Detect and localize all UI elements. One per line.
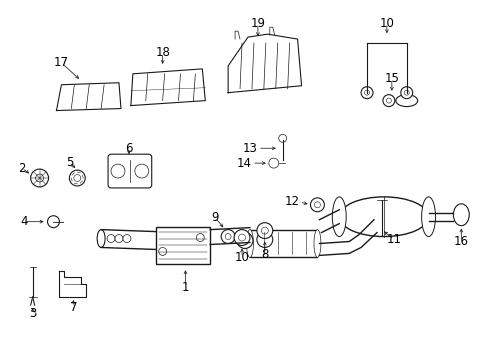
Circle shape <box>364 90 369 95</box>
Text: 3: 3 <box>29 307 36 320</box>
Circle shape <box>31 169 48 187</box>
Ellipse shape <box>332 197 346 237</box>
Text: 17: 17 <box>54 57 69 69</box>
Circle shape <box>268 158 278 168</box>
Text: 15: 15 <box>384 72 399 85</box>
Text: 10: 10 <box>234 251 249 264</box>
Circle shape <box>107 235 115 243</box>
Ellipse shape <box>246 230 253 257</box>
Circle shape <box>314 202 320 208</box>
Circle shape <box>261 227 268 234</box>
Bar <box>155 227 210 264</box>
Text: 19: 19 <box>250 17 265 30</box>
Circle shape <box>196 234 204 242</box>
Circle shape <box>74 175 81 181</box>
Bar <box>249 230 317 257</box>
Ellipse shape <box>421 197 435 237</box>
Ellipse shape <box>313 230 320 257</box>
Circle shape <box>158 247 166 255</box>
Text: 8: 8 <box>261 248 268 261</box>
Text: 5: 5 <box>65 156 73 168</box>
Ellipse shape <box>97 230 105 247</box>
Circle shape <box>224 234 231 239</box>
Circle shape <box>278 134 286 142</box>
Text: 13: 13 <box>243 142 257 155</box>
Text: 6: 6 <box>125 142 132 155</box>
Circle shape <box>122 235 131 243</box>
Circle shape <box>238 234 245 241</box>
FancyBboxPatch shape <box>108 154 151 188</box>
Circle shape <box>234 230 249 246</box>
Circle shape <box>111 164 124 178</box>
Circle shape <box>386 98 390 103</box>
Circle shape <box>135 164 148 178</box>
Text: 1: 1 <box>182 281 189 294</box>
Text: 11: 11 <box>386 233 401 246</box>
Circle shape <box>256 231 272 247</box>
Circle shape <box>69 170 85 186</box>
Circle shape <box>310 198 324 212</box>
Circle shape <box>400 87 412 99</box>
Ellipse shape <box>339 197 427 237</box>
Text: 18: 18 <box>155 46 170 59</box>
Circle shape <box>36 174 43 182</box>
Text: 7: 7 <box>69 301 77 314</box>
Circle shape <box>115 235 122 243</box>
Ellipse shape <box>452 204 468 226</box>
Circle shape <box>221 230 235 243</box>
Text: 9: 9 <box>211 211 219 224</box>
Ellipse shape <box>395 95 417 107</box>
Circle shape <box>256 223 272 239</box>
Circle shape <box>404 90 408 95</box>
Circle shape <box>237 233 252 248</box>
Text: 2: 2 <box>18 162 25 175</box>
Text: 10: 10 <box>379 17 393 30</box>
Circle shape <box>382 95 394 107</box>
Circle shape <box>47 216 60 228</box>
Text: 12: 12 <box>284 195 299 208</box>
Circle shape <box>360 87 372 99</box>
Text: 14: 14 <box>237 157 251 170</box>
Text: 4: 4 <box>20 215 27 228</box>
Text: 16: 16 <box>453 235 468 248</box>
